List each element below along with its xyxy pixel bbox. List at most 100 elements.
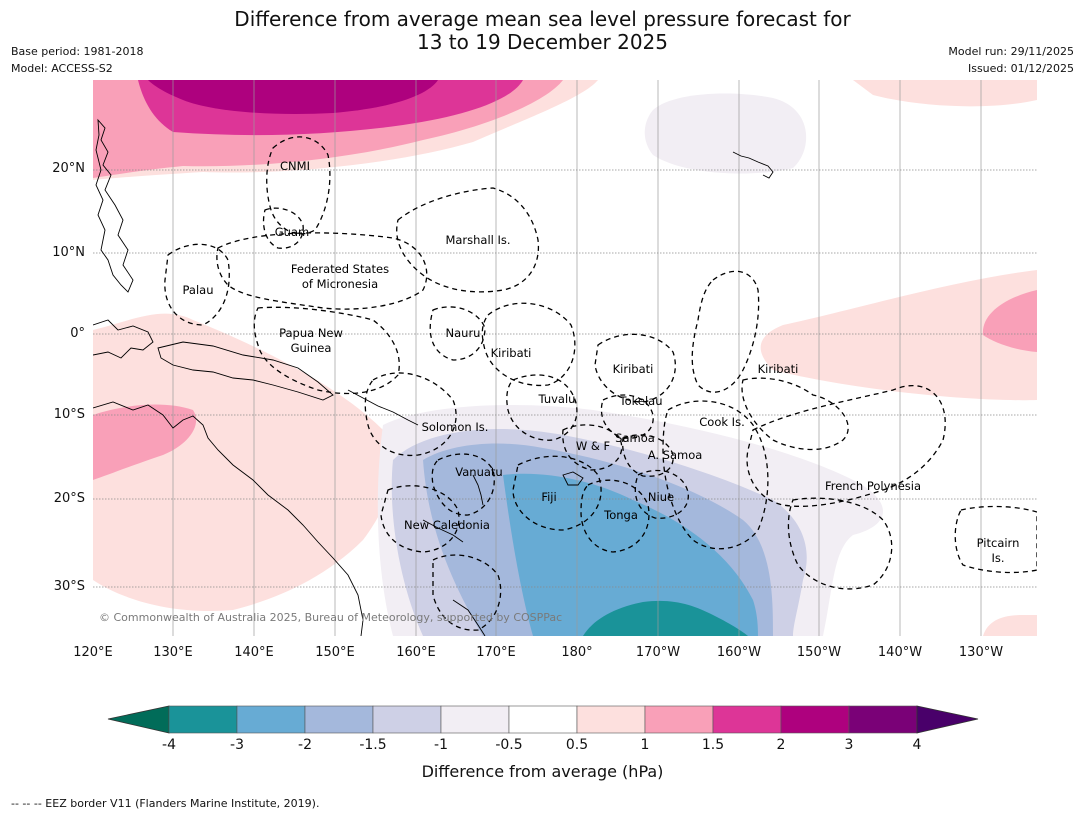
label-cnmi: CNMI	[280, 159, 310, 173]
label-vanuatu: Vanuatu	[455, 465, 502, 479]
label-palau: Palau	[183, 283, 214, 297]
label-fsm-line2: of Micronesia	[302, 277, 378, 291]
label-cook-islands: Cook Is.	[699, 415, 744, 429]
model-run: Model run: 29/11/2025	[948, 45, 1074, 58]
colorbar-segment	[236, 705, 306, 734]
eez-nauru	[429, 306, 486, 361]
contour-1-east	[982, 290, 1037, 352]
eez-kiribati-line	[691, 270, 760, 393]
model-name: Model: ACCESS-S2	[11, 62, 113, 75]
colorbar-segment	[168, 705, 238, 734]
label-kiribati-west: Kiribati	[491, 346, 532, 360]
eez-cnmi	[266, 136, 331, 235]
label-new-caledonia: New Caledonia	[404, 518, 490, 532]
colorbar-under-arrow	[107, 705, 170, 734]
label-american-samoa: A. Samoa	[648, 448, 703, 462]
label-solomon: Solomon Is.	[422, 420, 489, 434]
title-line-2: 13 to 19 December 2025	[416, 30, 668, 54]
lon-label-150w: 150°W	[796, 645, 842, 660]
eez-png	[253, 306, 400, 395]
colorbar-tick: 1	[640, 737, 650, 753]
coast-vanuatu	[472, 474, 484, 506]
label-fsm-line1: Federated States	[291, 262, 389, 276]
label-guam: Guam	[275, 225, 309, 239]
eez-kiribati-gilberts	[481, 302, 576, 387]
colorbar-segment	[372, 705, 442, 734]
lat-label-20n: 20°N	[52, 161, 85, 176]
meta-left: Base period: 1981-2018 Model: ACCESS-S2	[11, 43, 143, 77]
label-tokelau: Tokelau	[619, 394, 663, 408]
lat-label-20s: 20°S	[53, 491, 85, 506]
colorbar-label: Difference from average (hPa)	[421, 762, 664, 781]
colorbar-over-arrow	[916, 705, 979, 734]
lon-label-140e: 140°E	[234, 645, 274, 660]
lon-label-170w: 170°W	[635, 645, 681, 660]
eez-niue	[634, 469, 689, 519]
coast-new-caledonia	[422, 519, 464, 543]
lon-label-140w: 140°W	[877, 645, 923, 660]
eez-fsm	[216, 232, 428, 310]
lat-label-10s: 10°S	[53, 407, 85, 422]
eez-tonga	[580, 479, 650, 553]
contour-1-west	[93, 404, 197, 480]
lon-label-170e: 170°E	[476, 645, 516, 660]
colorbar-tick: -0.5	[495, 737, 523, 753]
colorbar-segment	[304, 705, 374, 734]
colorbar-tick: -1	[434, 737, 448, 753]
coast-solomon-islands	[347, 389, 419, 426]
lon-label-130e: 130°E	[153, 645, 193, 660]
contour-2-northwest	[148, 80, 438, 114]
coastlines	[93, 118, 774, 636]
colorbar-tick: -3	[230, 737, 244, 753]
lat-label-10n: 10°N	[52, 245, 85, 260]
lat-label-30s: 30°S	[53, 579, 85, 594]
label-tuvalu: Tuvalu	[538, 392, 576, 406]
label-tonga: Tonga	[603, 508, 638, 522]
title-line-1: Difference from average mean sea level p…	[234, 7, 851, 31]
pressure-anomaly-map: CNMI Guam Marshall Is. Federated States …	[93, 80, 1037, 636]
label-kiribati-east: Kiribati	[758, 362, 799, 376]
colorbar-tick: 2	[776, 737, 786, 753]
colorbar-segment	[644, 705, 714, 734]
contour-minus-2-south	[503, 473, 758, 636]
colorbar-segment	[712, 705, 782, 734]
base-period: Base period: 1981-2018	[11, 45, 144, 58]
colorbar-tick: 1.5	[701, 737, 725, 753]
coast-new-guinea	[157, 341, 334, 401]
label-marshall: Marshall Is.	[445, 233, 510, 247]
coast-fiji	[562, 471, 584, 486]
label-png-line2: Guinea	[291, 341, 332, 355]
meta-right: Model run: 29/11/2025 Issued: 01/12/2025	[948, 43, 1074, 77]
coast-borneo-sulawesi	[93, 319, 154, 359]
label-nauru: Nauru	[446, 326, 481, 340]
eez-american-samoa	[622, 434, 674, 477]
colorbar-tick: -2	[298, 737, 312, 753]
colorbar-segment	[780, 705, 850, 734]
eez-footnote: -- -- -- EEZ border V11 (Flanders Marine…	[11, 797, 320, 810]
lat-label-equator: 0°	[70, 326, 85, 341]
label-pitcairn-line2: Is.	[991, 551, 1004, 565]
colorbar-segment	[508, 705, 578, 734]
eez-tokelau	[600, 394, 654, 439]
label-pitcairn-line1: Pitcairn	[977, 536, 1020, 550]
contour-0.5-east	[760, 270, 1037, 401]
parallels	[93, 169, 1037, 588]
graticule	[172, 80, 982, 636]
eez-new-caledonia	[380, 485, 460, 553]
colorbar-tick: 4	[912, 737, 922, 753]
eez-solomon	[364, 372, 457, 457]
copyright-notice: © Commonwealth of Australia 2025, Bureau…	[99, 611, 562, 624]
lon-label-120e: 120°E	[73, 645, 113, 660]
coast-new-zealand-north	[452, 599, 486, 636]
colorbar-segment	[576, 705, 646, 734]
label-png-line1: Papua New	[279, 326, 343, 340]
coast-australia	[93, 401, 364, 636]
colorbar-segment	[848, 705, 918, 734]
eez-cook-islands	[662, 400, 769, 550]
lon-label-150e: 150°E	[315, 645, 355, 660]
colorbar-tick: 3	[844, 737, 854, 753]
eez-fiji	[512, 455, 602, 531]
label-wallis-futuna: W & F	[576, 439, 610, 453]
eez-new-zealand-north	[432, 554, 502, 631]
issued-date: Issued: 01/12/2025	[967, 62, 1074, 75]
